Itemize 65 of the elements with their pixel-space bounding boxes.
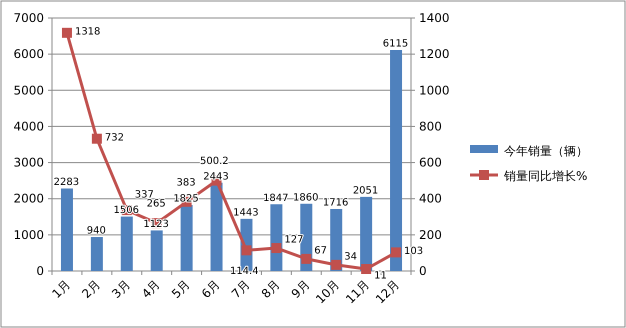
bar [90,237,103,271]
data-label: 1506 [113,205,139,216]
data-label: 732 [104,132,124,144]
bar [390,50,402,271]
data-label: 2051 [352,185,378,196]
bar [150,230,163,271]
data-label: 103 [404,246,424,257]
y2-tick-label: 1200 [419,47,450,62]
data-label: 265 [146,198,166,210]
point [391,247,402,258]
y2-tick-label: 400 [419,192,442,206]
x-tick-label: 10月 [313,277,342,306]
bar [210,182,223,271]
point [301,254,312,264]
x-tick-label: 8月 [258,277,282,302]
point [361,264,372,274]
y2-tick-label: 200 [419,228,442,242]
y-tick-label: 1000 [13,228,44,242]
y2-tick-label: 1400 [419,11,450,25]
bar [120,216,133,271]
x-tick-label: 11月 [343,277,372,306]
point [241,245,252,256]
bar [60,188,73,271]
x-tick-label: 2月 [79,277,103,302]
data-label: 2283 [54,177,80,188]
y-tick-label: 5000 [13,83,44,98]
data-label: 34 [344,251,357,262]
data-label: 67 [314,245,328,256]
point [271,243,282,254]
data-label: 383 [176,177,196,188]
data-label: 1318 [74,26,100,38]
x-tick-label: 5月 [168,277,193,302]
point [331,260,342,270]
x-tick-label: 6月 [198,277,223,302]
point [62,28,72,38]
y-tick-label: 3000 [13,156,44,170]
x-tick-label: 1月 [49,277,74,302]
y-tick-label: 2000 [13,192,44,206]
y2-tick-label: 800 [419,119,442,134]
data-label: 1860 [292,192,318,204]
data-label: 940 [86,226,106,237]
x-tick-label: 4月 [139,277,163,302]
bar [360,196,372,271]
data-label: 1825 [173,194,199,205]
data-label: 114.4 [230,266,259,277]
y-tick-label: 0 [36,264,44,278]
data-label: 1443 [233,207,259,218]
legend-label: 销量同比增长% [503,169,588,183]
bar [180,205,193,271]
x-tick-label: 7月 [228,277,253,302]
y-tick-label: 7000 [13,11,44,25]
data-label: 500.2 [200,156,229,168]
y2-tick-label: 0 [419,264,427,278]
data-label: 1716 [322,198,348,209]
point [92,134,102,144]
y-tick-label: 4000 [13,119,44,134]
x-tick-label: 9月 [288,277,312,302]
data-label: 1847 [263,192,289,204]
y2-tick-label: 600 [419,156,442,170]
y2-tick-label: 1000 [419,83,450,98]
data-label: 2443 [203,171,229,182]
x-tick-label: 3月 [109,277,133,302]
data-label: 6115 [382,38,408,50]
y-tick-label: 6000 [13,47,44,62]
legend-label: 今年销量（辆） [504,144,588,158]
